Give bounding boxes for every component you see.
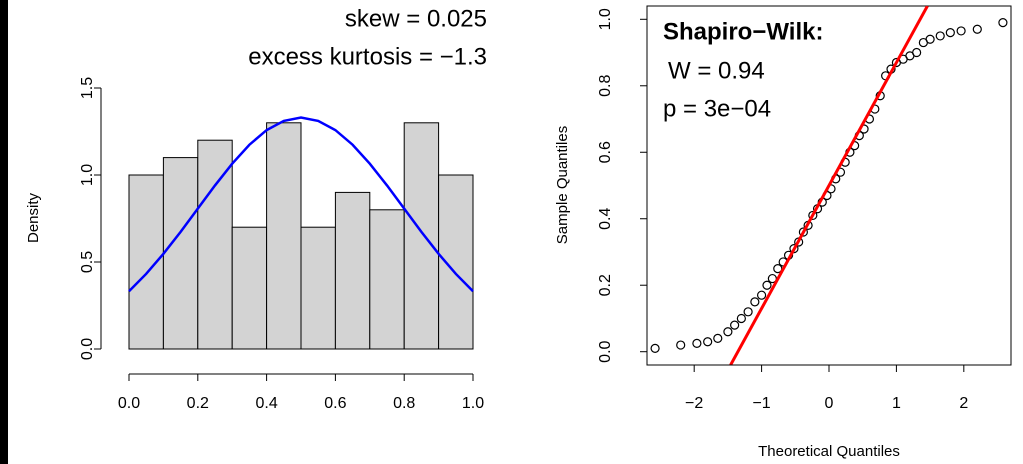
point <box>723 327 733 337</box>
annotation: excess kurtosis = −1.3 <box>248 43 487 70</box>
left-border <box>0 0 8 464</box>
qq-line <box>729 6 929 365</box>
point <box>750 297 760 307</box>
bar <box>300 226 336 350</box>
x-tick-label: −1 <box>752 395 770 412</box>
density-curve <box>128 116 474 293</box>
y-tick-label: 0.8 <box>597 75 614 97</box>
point <box>998 18 1008 28</box>
point <box>676 340 686 350</box>
y-tick-label: 0.6 <box>597 141 614 163</box>
point <box>956 26 966 36</box>
point <box>692 338 702 348</box>
bar <box>438 174 474 350</box>
bar <box>369 209 405 350</box>
point <box>972 24 982 34</box>
x-tick-label: 0 <box>825 395 834 412</box>
bar <box>231 226 268 350</box>
point <box>713 333 723 344</box>
y-tick-label: 0.0 <box>597 340 614 362</box>
point <box>808 210 818 221</box>
x-tick-label: 1.0 <box>462 395 484 412</box>
x-tick-label: −2 <box>685 395 703 412</box>
x-tick-label: 0.4 <box>255 395 277 412</box>
point <box>650 343 660 353</box>
clip-group <box>729 6 929 365</box>
point <box>935 31 945 41</box>
point <box>703 337 713 347</box>
point <box>945 27 955 38</box>
point <box>743 307 753 317</box>
y-tick-label: 0.0 <box>79 338 96 360</box>
annotation: Shapiro−Wilk: <box>663 18 823 45</box>
y-axis-label: Density <box>25 192 42 243</box>
point <box>798 227 808 237</box>
bar <box>197 139 233 350</box>
bar <box>266 122 302 350</box>
point <box>730 320 740 330</box>
annotation: p = 3e−04 <box>663 95 771 122</box>
x-tick-label: 0.2 <box>187 395 209 412</box>
x-tick-label: 0.6 <box>324 395 346 412</box>
x-tick-label: 2 <box>959 395 968 412</box>
x-tick-label: 1 <box>892 395 901 412</box>
y-tick-label: 0.4 <box>597 208 614 230</box>
y-axis-label: Sample Quantiles <box>554 126 571 244</box>
bar <box>162 157 199 350</box>
x-tick-label: 0.0 <box>118 395 140 412</box>
annotation: W = 0.94 <box>668 57 765 84</box>
point <box>925 34 935 44</box>
bar <box>334 191 371 350</box>
y-tick-label: 1.0 <box>79 164 96 186</box>
y-tick-label: 0.5 <box>79 251 96 273</box>
bar <box>128 174 164 350</box>
point <box>736 313 746 324</box>
annotation: skew = 0.025 <box>345 5 487 32</box>
x-axis-label: Theoretical Quantiles <box>758 443 900 460</box>
y-tick-label: 1.5 <box>79 77 96 99</box>
bar <box>403 122 440 350</box>
x-tick-label: 0.8 <box>393 395 415 412</box>
point <box>912 47 922 58</box>
point <box>762 280 772 290</box>
point <box>756 290 767 300</box>
y-tick-label: 1.0 <box>597 8 614 30</box>
point <box>789 244 799 254</box>
y-tick-label: 0.2 <box>597 274 614 296</box>
